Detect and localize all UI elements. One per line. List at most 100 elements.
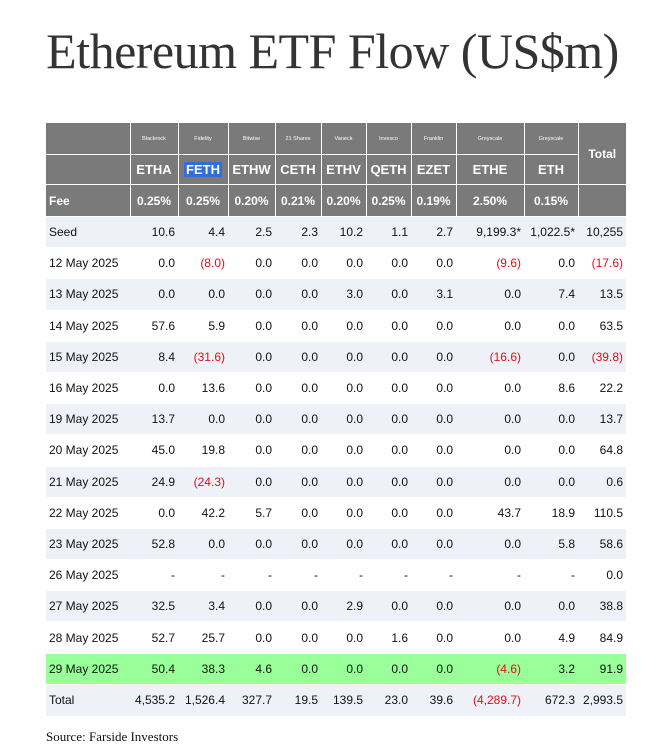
flow-cell: 19.8 [178,434,228,466]
flow-cell: 0.0 [321,371,366,404]
ticker-header: ETHE [455,154,524,185]
flow-cell: 0.0 [321,434,366,466]
row-label: 22 May 2025 [46,496,130,529]
issuer-header: Fidelity [177,123,228,155]
row-total-cell: (17.6) [578,247,626,279]
flow-cell: 0.0 [321,621,366,654]
flow-cell: (9.6) [456,247,524,279]
flow-cell: 0.0 [130,371,178,404]
flow-cell: 0.0 [366,403,411,435]
flow-cell: 52.7 [130,621,178,654]
flow-cell: - [411,559,456,591]
page-title: Ethereum ETF Flow (US$m) [46,23,619,79]
flow-cell: 13.6 [178,371,228,404]
row-label: 14 May 2025 [46,309,130,342]
flow-cell: 45.0 [130,434,178,466]
fee-value: 0.20% [320,184,366,217]
flow-cell: 0.0 [524,403,578,435]
flow-cell: 18.9 [524,496,578,529]
table-row: 12 May 2025 0.0 (8.0) 0.0 0.0 0.0 0.0 0.0 (9.6) 0… [46,247,626,279]
row-label: 27 May 2025 [46,590,130,622]
flow-cell: 0.0 [228,340,275,373]
flow-cell: 0.0 [411,527,456,560]
selected-text[interactable]: FETH [184,162,222,177]
row-label: Total [46,683,130,716]
header-corner [46,123,130,155]
row-total-cell: 91.9 [578,652,626,685]
fee-value: 0.15% [523,184,578,217]
table-row: 27 May 2025 32.5 3.4 0.0 0.0 2.9 0.0 0.0 0.0 0.0 3… [46,590,626,622]
totals-row: Total 4,535.2 1,526.4 327.7 19.5 139.5 23.0 39.… [46,683,626,716]
flow-cell: 0.0 [524,434,578,466]
flow-cell: 5.9 [178,309,228,342]
flow-cell: 0.0 [228,621,275,654]
flow-cell: 0.0 [275,309,321,342]
flow-cell: 0.0 [321,340,366,373]
row-label: Seed [46,215,130,248]
flow-cell: 0.0 [130,247,178,279]
flow-cell: 42.2 [178,496,228,529]
flow-cell: 23.0 [366,683,411,716]
fee-value: 0.20% [227,184,275,217]
row-total-cell: 38.8 [578,590,626,622]
table-row: 26 May 2025- - - - - - - - -0.0 [46,559,626,591]
total-column-header: Total [577,123,626,185]
issuer-header-row: Blackrock Fidelity Bitwise 21 Shares Van… [46,123,626,185]
flow-cell: 0.0 [411,465,456,498]
flow-cell: 0.0 [130,278,178,311]
flow-cell: 4.4 [178,215,228,248]
row-total-cell: 2,993.5 [578,683,626,716]
flow-cell: 0.0 [321,247,366,279]
flow-cell: 0.0 [275,371,321,404]
flow-cell: - [178,559,228,591]
flow-cell: 0.0 [524,247,578,279]
issuer-header: 21 Shares [274,123,321,155]
row-label: 19 May 2025 [46,403,130,435]
ticker-header-selected[interactable]: FETH [177,154,228,185]
flow-cell: 3.2 [524,652,578,685]
flow-cell: 2.9 [321,590,366,622]
flow-cell: 0.0 [456,371,524,404]
flow-cell: 0.0 [456,403,524,435]
fee-value: 0.25% [365,184,411,217]
flow-cell: 24.9 [130,465,178,498]
flow-cell: 0.0 [411,590,456,622]
row-total-cell: 10,255 [578,215,626,248]
flow-cell: 0.0 [411,340,456,373]
table-row: 28 May 2025 52.7 25.7 0.0 0.0 0.0 1.6 0.0 0.0 4.9… [46,621,626,654]
row-label: 26 May 2025 [46,559,130,591]
flow-cell: (4.6) [456,652,524,685]
table-row: 21 May 2025 24.9 (24.3) 0.0 0.0 0.0 0.0 0.0 0.0 0… [46,465,626,498]
row-total-cell: 0.6 [578,465,626,498]
flow-cell: 25.7 [178,621,228,654]
flow-cell: 2.7 [411,215,456,248]
flow-cell: 32.5 [130,590,178,622]
flow-cell: 0.0 [411,652,456,685]
flow-cell: 39.6 [411,683,456,716]
table-row: 14 May 2025 57.6 5.9 0.0 0.0 0.0 0.0 0.0 0.0 0.0 6… [46,309,626,342]
flow-cell: 0.0 [524,309,578,342]
flow-cell: (8.0) [178,247,228,279]
flow-cell: 5.7 [228,496,275,529]
flow-cell: 0.0 [411,403,456,435]
flow-cell: - [130,559,178,591]
ticker-header: ETHA [129,154,178,185]
flow-cell: 8.6 [524,371,578,404]
flow-cell: 1,526.4 [178,683,228,716]
flow-cell: 0.0 [366,278,411,311]
ticker-header: QETH [365,154,411,185]
flow-cell: 19.5 [275,683,321,716]
flow-cell: 2.3 [275,215,321,248]
table-row: 20 May 2025 45.0 19.8 0.0 0.0 0.0 0.0 0.0 0.0 0.0… [46,434,626,466]
flow-cell: 13.7 [130,403,178,435]
flow-cell: 0.0 [275,247,321,279]
issuer-header: Blackrock [129,123,178,155]
flow-cell: 1,022.5* [524,215,578,248]
issuer-header: Invesco [365,123,411,155]
flow-cell: 0.0 [524,340,578,373]
table-row: Seed 10.6 4.4 2.5 2.3 10.2 1.1 2.7 9,199.3* 1,022… [46,215,626,248]
flow-cell: 3.0 [321,278,366,311]
flow-cell: 0.0 [130,496,178,529]
flow-cell: 9,199.3* [456,215,524,248]
flow-cell: 0.0 [456,434,524,466]
